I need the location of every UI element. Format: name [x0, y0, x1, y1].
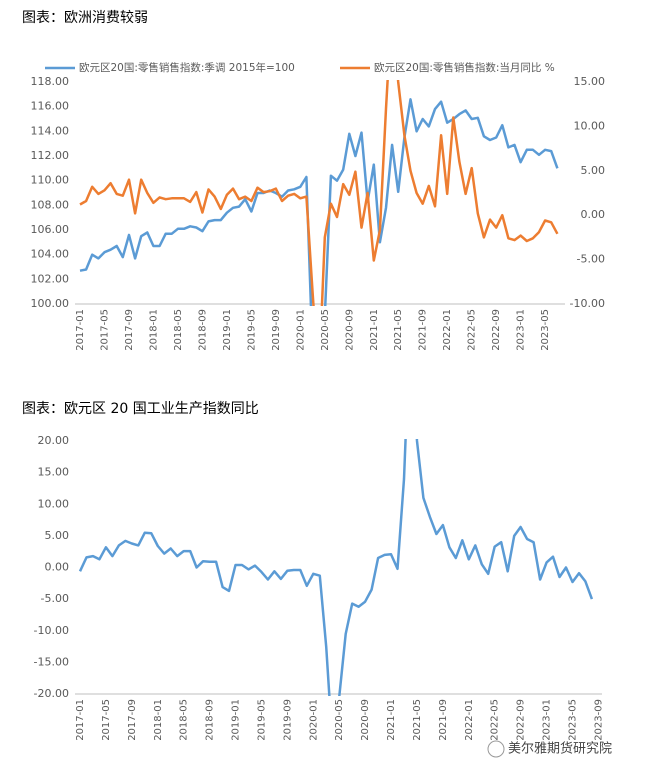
watermark: 美尔雅期货研究院 [508, 741, 612, 757]
y-tick-label: 15.00 [38, 466, 70, 479]
watermark-icon [487, 740, 505, 758]
x-tick-label: 2017-05 [99, 309, 110, 351]
x-tick-label: 2021-09 [438, 699, 449, 741]
x-tick-label: 2022-01 [464, 699, 475, 741]
y2-tick-label: 15.00 [574, 75, 606, 88]
x-tick-label: 2018-09 [205, 699, 216, 741]
y2-tick-label: 5.00 [581, 164, 606, 177]
y-tick-label: 114.00 [31, 124, 70, 137]
y2-tick-label: 10.00 [574, 119, 606, 132]
line-series [79, 98, 559, 306]
x-tick-label: 2018-01 [153, 699, 164, 741]
chart-title: 图表：欧洲消费较弱 [22, 10, 148, 26]
x-tick-label: 2020-01 [308, 699, 319, 741]
y-tick-label: 5.00 [45, 529, 70, 542]
x-tick-label: 2023-01 [516, 309, 527, 351]
x-tick-label: 2017-09 [124, 309, 135, 351]
x-tick-label: 2022-01 [442, 309, 453, 351]
x-tick-label: 2023-01 [542, 699, 553, 741]
x-tick-label: 2021-05 [393, 309, 404, 351]
x-tick-label: 2019-05 [256, 699, 267, 741]
y-tick-label: 100.00 [31, 297, 70, 310]
x-tick-label: 2023-09 [593, 699, 604, 741]
y-tick-label: 0.00 [45, 561, 70, 574]
x-tick-label: 2021-01 [386, 699, 397, 741]
x-tick-label: 2020-05 [334, 699, 345, 741]
x-tick-label: 2017-01 [75, 309, 86, 351]
x-tick-label: 2021-01 [369, 309, 380, 351]
y-tick-label: 116.00 [31, 100, 70, 113]
y-tick-label: 112.00 [31, 149, 70, 162]
x-tick-label: 2022-05 [490, 699, 501, 741]
x-tick-label: 2018-09 [197, 309, 208, 351]
x-tick-label: 2018-05 [179, 699, 190, 741]
y-tick-label: 10.00 [38, 497, 70, 510]
x-tick-label: 2017-05 [101, 699, 112, 741]
x-tick-label: 2019-01 [231, 699, 242, 741]
x-tick-label: 2020-09 [360, 699, 371, 741]
y-tick-label: 106.00 [31, 223, 70, 236]
x-tick-label: 2019-09 [271, 309, 282, 351]
x-tick-label: 2017-01 [75, 699, 86, 741]
chart-title: 图表：欧元区 20 国工业生产指数同比 [22, 401, 259, 417]
legend-label: 欧元区20国:零售销售指数:当月同比 % [374, 61, 555, 74]
x-tick-label: 2022-09 [516, 699, 527, 741]
y-tick-label: 118.00 [31, 75, 70, 88]
x-tick-label: 2023-05 [540, 309, 551, 351]
y-tick-label: 20.00 [38, 434, 70, 447]
y-tick-label: 110.00 [31, 174, 70, 187]
y2-tick-label: -10.00 [570, 297, 605, 310]
x-tick-label: 2018-01 [148, 309, 159, 351]
x-tick-label: 2020-09 [344, 309, 355, 351]
y-tick-label: 104.00 [31, 248, 70, 261]
x-tick-label: 2018-05 [173, 309, 184, 351]
y-tick-label: -10.00 [34, 624, 69, 637]
y-tick-label: -5.00 [41, 592, 69, 605]
y-tick-label: -20.00 [34, 687, 69, 700]
x-tick-label: 2021-09 [418, 309, 429, 351]
y2-tick-label: 0.00 [581, 208, 606, 221]
x-tick-label: 2023-05 [567, 699, 578, 741]
x-tick-label: 2020-01 [295, 309, 306, 351]
x-tick-label: 2020-05 [320, 309, 331, 351]
x-tick-label: 2017-09 [127, 699, 138, 741]
y-tick-label: 108.00 [31, 198, 70, 211]
x-tick-label: 2019-01 [222, 309, 233, 351]
line-series [78, 439, 594, 696]
x-tick-label: 2019-05 [246, 309, 257, 351]
x-tick-label: 2019-09 [282, 699, 293, 741]
y2-tick-label: -5.00 [577, 253, 605, 266]
y-tick-label: 102.00 [31, 272, 70, 285]
x-tick-label: 2021-05 [412, 699, 423, 741]
x-tick-label: 2022-05 [467, 309, 478, 351]
line-series [79, 80, 559, 306]
y-tick-label: -15.00 [34, 655, 69, 668]
x-tick-label: 2022-09 [491, 309, 502, 351]
legend-label: 欧元区20国:零售销售指数:季调 2015年=100 [79, 61, 295, 74]
